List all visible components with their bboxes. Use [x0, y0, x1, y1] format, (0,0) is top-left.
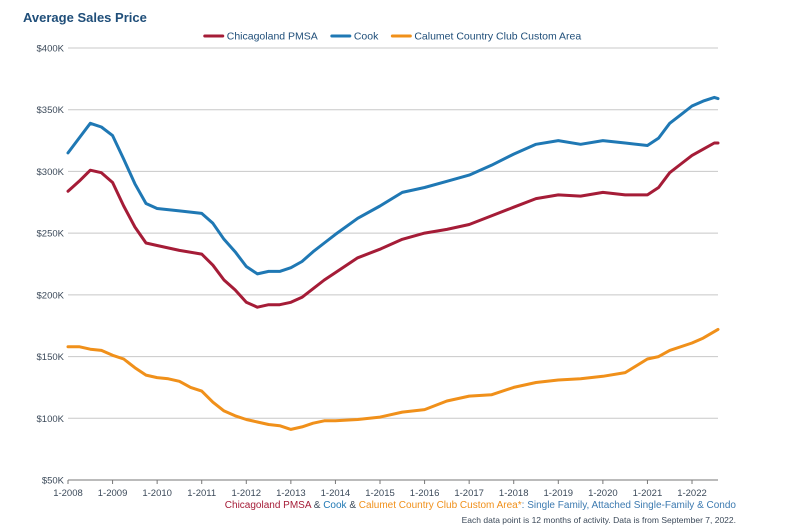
footer-part-3: &: [346, 500, 359, 511]
x-tick-label: 1-2019: [544, 488, 574, 499]
series-line-2: [66, 327, 720, 431]
x-tick-label: 1-2018: [499, 488, 529, 499]
chart-legend: Chicagoland PMSA Cook Calumet Country Club…: [203, 31, 581, 43]
x-tick-label: 1-2009: [98, 488, 128, 499]
x-tick-label: 1-2013: [276, 488, 306, 499]
x-tick-label: 1-2012: [231, 488, 261, 499]
footer-series-description: Chicagoland PMSA & Cook & Calumet Countr…: [225, 500, 736, 511]
y-tick-label: $300K: [37, 167, 65, 178]
y-tick-label: $400K: [37, 44, 65, 55]
y-axis: $400K $350K $300K $250K $200K $150K $100K $50K: [37, 44, 65, 487]
footer-note: Each data point is 12 months of activity…: [461, 515, 736, 525]
y-tick-label: $350K: [37, 105, 65, 116]
chart-title: Average Sales Price: [23, 10, 147, 25]
x-tick-label: 1-2014: [321, 488, 351, 499]
y-tick-label: $150K: [37, 352, 65, 363]
grid-lines: [68, 47, 718, 481]
footer-part-2: Cook: [323, 500, 347, 511]
y-tick-label: $250K: [37, 229, 65, 240]
x-tick-label: 1-2021: [633, 488, 663, 499]
footer-part-0: Chicagoland PMSA: [224, 500, 311, 511]
x-tick-label: 1-2022: [677, 488, 707, 499]
series-lines: [66, 95, 720, 431]
x-tick-label: 1-2016: [410, 488, 440, 499]
footer-part-5: : Single Family, Attached Single-Family …: [521, 500, 736, 511]
legend-label: Cook: [354, 31, 379, 43]
x-tick-label: 1-2010: [142, 488, 172, 499]
x-tick-label: 1-2017: [454, 488, 484, 499]
y-tick-label: $100K: [37, 414, 65, 425]
x-tick-label: 1-2015: [365, 488, 395, 499]
x-tick-label: 1-2011: [187, 488, 216, 499]
y-tick-label: $200K: [37, 290, 65, 301]
x-tick-label: 1-2008: [53, 488, 83, 499]
legend-label: Chicagoland PMSA: [227, 31, 318, 43]
x-tick-label: 1-2020: [588, 488, 618, 499]
series-line-0: [66, 141, 720, 309]
footer-part-4: Calumet Country Club Custom Area*: [358, 500, 522, 511]
legend-label: Calumet Country Club Custom Area: [414, 31, 581, 43]
footer-part-1: &: [310, 500, 324, 511]
y-tick-label: $50K: [42, 476, 65, 487]
series-line-1: [66, 95, 720, 276]
x-axis: 1-2008 1-2009 1-2010 1-2011 1-2012 1-2013 1-20…: [53, 480, 707, 499]
